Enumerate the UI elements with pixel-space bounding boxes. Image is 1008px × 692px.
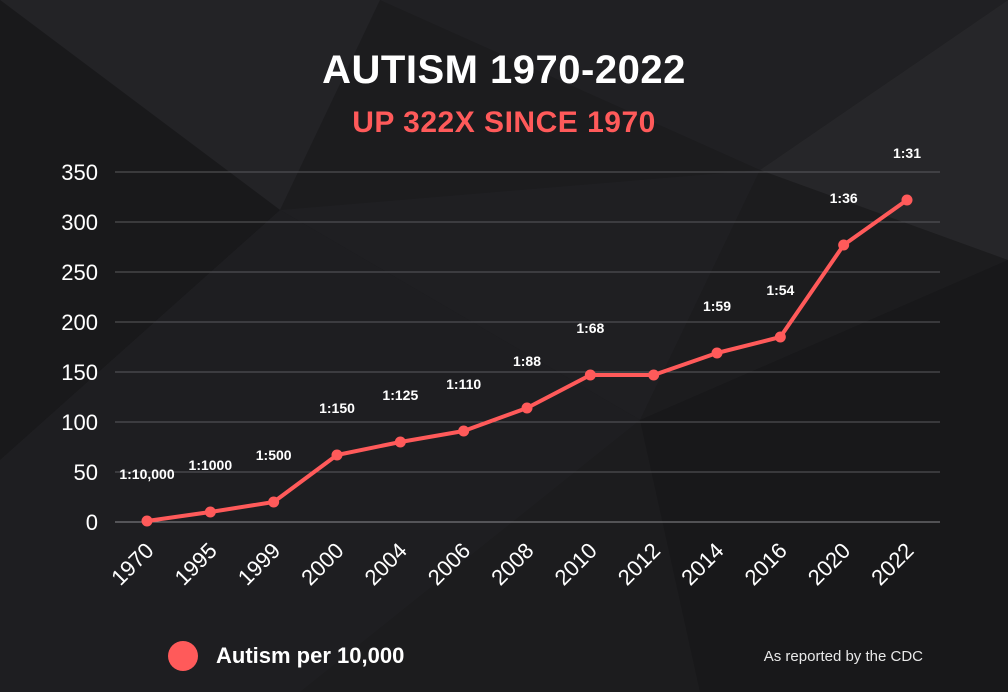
data-label: 1:1000 — [189, 457, 233, 473]
data-point — [838, 239, 850, 251]
y-tick-label: 100 — [61, 410, 98, 435]
data-point — [774, 331, 786, 343]
chart-subtitle: UP 322X SINCE 1970 — [352, 106, 656, 139]
data-label: 1:150 — [319, 400, 355, 416]
y-tick-label: 200 — [61, 310, 98, 335]
legend: Autism per 10,000 — [168, 641, 404, 671]
data-point — [901, 194, 913, 206]
y-tick-label: 50 — [74, 460, 98, 485]
data-label: 1:125 — [382, 387, 418, 403]
data-point — [394, 436, 406, 448]
chart-title: AUTISM 1970-2022 — [322, 48, 686, 92]
data-label: 1:10,000 — [119, 466, 174, 482]
x-tick-label: 2014 — [676, 538, 728, 590]
x-tick-label: 2000 — [296, 538, 348, 590]
data-point — [648, 369, 660, 381]
y-tick-label: 250 — [61, 260, 98, 285]
x-tick-label: 2012 — [613, 538, 665, 590]
legend-label: Autism per 10,000 — [216, 643, 405, 668]
data-point — [141, 515, 153, 527]
x-tick-label: 1970 — [106, 538, 158, 590]
data-point — [458, 425, 470, 437]
data-label: 1:54 — [766, 282, 794, 298]
data-label: 1:68 — [576, 320, 604, 336]
data-label: 1:500 — [256, 447, 292, 463]
y-tick-label: 300 — [61, 210, 98, 235]
x-tick-label: 1999 — [233, 538, 285, 590]
data-point — [204, 506, 216, 518]
x-tick-label: 2022 — [866, 538, 918, 590]
data-label: 1:88 — [513, 353, 541, 369]
data-label: 1:31 — [893, 145, 921, 161]
source-note: As reported by the CDC — [763, 648, 923, 665]
data-label: 1:36 — [830, 190, 858, 206]
x-tick-label: 2010 — [550, 538, 602, 590]
x-tick-label: 2008 — [486, 538, 538, 590]
data-label: 1:59 — [703, 298, 731, 314]
y-tick-label: 350 — [61, 160, 98, 185]
data-label: 1:110 — [446, 376, 481, 392]
data-point — [711, 347, 723, 359]
data-point — [521, 402, 533, 414]
x-tick-label: 2004 — [360, 538, 412, 590]
legend-marker — [168, 641, 198, 671]
data-point — [584, 369, 596, 381]
data-point — [331, 449, 343, 461]
x-tick-label: 1995 — [170, 538, 222, 590]
y-tick-label: 150 — [61, 360, 98, 385]
x-tick-label: 2020 — [803, 538, 855, 590]
x-tick-label: 2016 — [740, 538, 792, 590]
data-point — [268, 496, 280, 508]
x-tick-label: 2006 — [423, 538, 475, 590]
y-tick-label: 0 — [86, 510, 98, 535]
